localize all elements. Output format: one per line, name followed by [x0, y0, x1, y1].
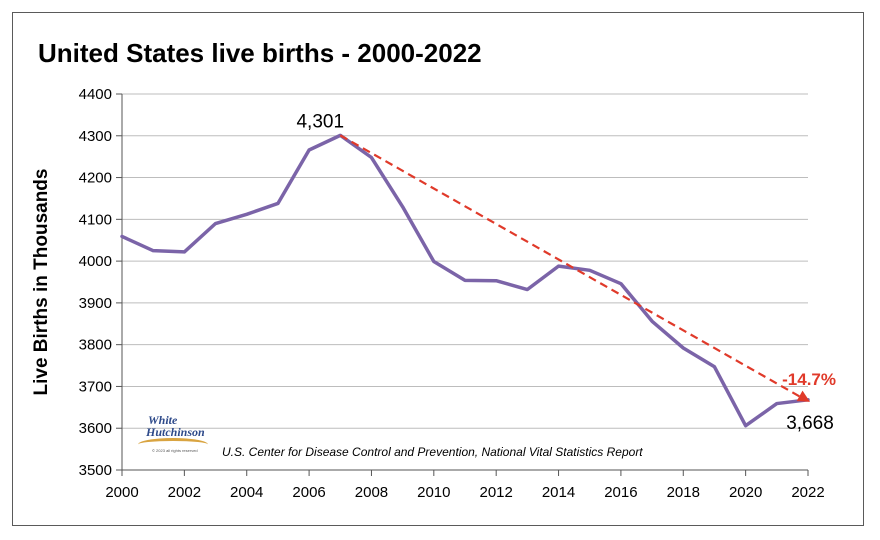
source-note: U.S. Center for Disease Control and Prev… [222, 445, 643, 459]
data-point [121, 235, 123, 237]
x-tick-label: 2020 [729, 484, 762, 501]
x-tick-label: 2012 [479, 484, 512, 501]
peak-value-label: 4,301 [296, 111, 344, 132]
x-tick-label: 2002 [168, 484, 201, 501]
data-point [215, 223, 217, 225]
x-tick-label: 2006 [292, 484, 325, 501]
end-value-label: 3,668 [786, 413, 834, 434]
data-point [558, 265, 560, 267]
logo-swoosh-icon [138, 438, 208, 451]
data-point [651, 320, 653, 322]
logo-tagline: © 2023 all rights reserved [152, 448, 198, 453]
x-tick-label: 2014 [542, 484, 575, 501]
x-tick-label: 2008 [355, 484, 388, 501]
chart-title: United States live births - 2000-2022 [38, 38, 482, 68]
data-point [370, 157, 372, 159]
x-tick-label: 2004 [230, 484, 263, 501]
y-tick-label: 3900 [79, 295, 112, 312]
x-tick-label: 2000 [105, 484, 138, 501]
y-tick-label: 3500 [79, 462, 112, 479]
data-point [433, 261, 435, 263]
y-tick-label: 4100 [79, 211, 112, 228]
y-tick-label: 4000 [79, 253, 112, 270]
x-tick-label: 2016 [604, 484, 637, 501]
y-tick-label: 3800 [79, 337, 112, 354]
data-point [526, 289, 528, 291]
x-tick-label: 2010 [417, 484, 450, 501]
logo-line-2: Hutchinson [146, 425, 205, 439]
data-point [277, 202, 279, 204]
x-tick-label: 2018 [667, 484, 700, 501]
data-point [152, 250, 154, 252]
data-point [745, 425, 747, 427]
y-tick-label: 4200 [79, 170, 112, 187]
data-point [308, 149, 310, 151]
x-tick-label: 2022 [791, 484, 824, 501]
y-tick-label: 4400 [79, 86, 112, 103]
data-point [620, 283, 622, 285]
data-point [246, 213, 248, 215]
data-point [183, 251, 185, 253]
data-point [776, 403, 778, 405]
data-point [713, 366, 715, 368]
y-tick-label: 4300 [79, 128, 112, 145]
logo-line-1: White [148, 413, 178, 427]
trend-line [339, 134, 803, 399]
data-point [402, 206, 404, 208]
data-point [495, 280, 497, 282]
data-point [464, 279, 466, 281]
y-tick-label: 3600 [79, 420, 112, 437]
data-point [682, 347, 684, 349]
trend-percent-label: -14.7% [782, 370, 836, 389]
data-point [589, 269, 591, 271]
y-tick-label: 3700 [79, 378, 112, 395]
trend-arrowhead [796, 390, 810, 402]
white-hutchinson-logo: White Hutchinson © 2023 all rights reser… [138, 412, 210, 458]
